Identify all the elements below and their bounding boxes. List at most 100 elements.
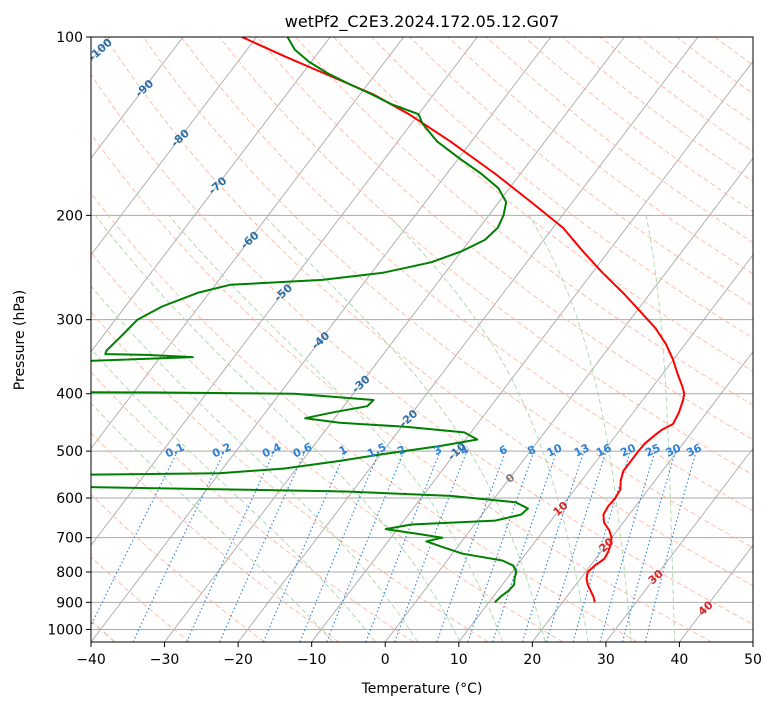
- dry-adiabat-label: -50: [272, 281, 296, 304]
- mixing-ratio-line: [394, 450, 468, 642]
- dry-adiabat-line: [91, 493, 265, 642]
- dry-adiabat-label: 30: [646, 567, 666, 587]
- isotherm-line: [752, 641, 753, 642]
- mixing-ratio-label: 36: [684, 441, 704, 459]
- axes: −40 −30 −20 −10 0 10 20 30 40 5010020030040050060…: [47, 30, 762, 668]
- dry-adiabat-line: [714, 37, 753, 66]
- x-tick-label: 10: [450, 652, 468, 668]
- dry-adiabat-line: [333, 37, 753, 372]
- chart-title: wetPf2_C2E3.2024.172.05.12.G07: [285, 12, 559, 32]
- isotherm-line: [679, 544, 753, 642]
- mixing-ratio-line: [546, 450, 607, 642]
- isotherm-line: [531, 350, 753, 642]
- dry-adiabat-line: [91, 311, 489, 642]
- isotherm-line: [91, 37, 552, 642]
- mixing-ratio-line: [326, 450, 405, 642]
- background-lines: [91, 37, 753, 642]
- y-tick-label: 100: [56, 30, 83, 46]
- dry-adiabat-label: -10: [445, 440, 469, 463]
- x-tick-label: 50: [744, 652, 762, 668]
- isotherm-line: [311, 60, 753, 642]
- moist-adiabat-line: [528, 215, 632, 642]
- moist-adiabat-line: [388, 214, 589, 642]
- isotherm-line: [91, 37, 184, 159]
- dry-adiabat-label: -30: [349, 372, 373, 395]
- temperature-profile: [241, 37, 686, 603]
- y-tick-label: 1000: [47, 622, 83, 638]
- dry-adiabat-line: [752, 37, 753, 38]
- dry-adiabat-line: [91, 133, 713, 642]
- isotherm-line: [91, 37, 405, 450]
- mixing-ratio-label: 25: [643, 441, 662, 459]
- mixing-ratio-line: [132, 450, 225, 642]
- isotherm-line: [164, 37, 625, 642]
- mixing-ratio-line: [622, 450, 677, 642]
- moist-adiabat-line: [168, 214, 504, 642]
- y-tick-label: 300: [56, 313, 83, 329]
- dry-adiabat-label: -70: [206, 174, 230, 197]
- x-tick-label: 20: [523, 652, 541, 668]
- profile-lines: [91, 37, 686, 604]
- dry-adiabat-line: [91, 432, 340, 642]
- isotherm-line: [458, 254, 753, 642]
- isotherm-line: [91, 37, 257, 256]
- isotherm-line: [91, 37, 331, 353]
- moist-adiabat-line: [91, 402, 334, 642]
- mixing-ratio-label: 6: [497, 443, 510, 458]
- dry-adiabat-line: [523, 37, 753, 213]
- mixing-ratio-label: 0.6: [291, 440, 314, 460]
- dry-adiabat-label: -100: [86, 36, 115, 64]
- mixing-ratio-label: 30: [664, 441, 684, 459]
- mixing-ratio-line: [467, 450, 535, 642]
- dewpoint-profile: [91, 391, 529, 604]
- mixing-ratio-label: 8: [526, 443, 538, 458]
- moist-adiabat-line: [91, 348, 376, 642]
- y-tick-label: 400: [56, 387, 83, 403]
- dry-adiabat-line: [142, 37, 753, 549]
- dry-adiabat-label: -90: [133, 77, 157, 100]
- dry-adiabat-label: 40: [696, 598, 716, 618]
- dry-adiabat-line: [447, 37, 753, 275]
- moist-adiabat-line: [645, 215, 676, 642]
- mixing-ratio-label: 20: [618, 441, 638, 459]
- dry-adiabat-line: [91, 556, 191, 642]
- isotherm-line: [605, 447, 753, 642]
- isotherm-line: [91, 37, 478, 546]
- mixing-ratio-line: [521, 450, 585, 642]
- mixing-ratio-label: 13: [572, 441, 591, 459]
- dry-adiabat-line: [409, 37, 753, 307]
- dry-adiabat-line: [180, 37, 753, 512]
- x-tick-label: 30: [597, 652, 615, 668]
- y-tick-label: 800: [56, 565, 83, 581]
- y-tick-label: 700: [56, 531, 83, 547]
- dry-adiabat-line: [371, 37, 753, 339]
- y-axis-label: Pressure (hPa): [12, 290, 28, 390]
- dry-adiabat-line: [91, 251, 563, 642]
- mixing-ratio-line: [365, 450, 441, 642]
- y-tick-label: 500: [56, 444, 83, 460]
- mixing-ratio-line: [299, 450, 380, 642]
- y-tick-label: 600: [56, 491, 83, 507]
- moist-adiabat-line: [94, 214, 461, 642]
- mixing-ratio-line: [262, 450, 347, 642]
- dry-adiabat-line: [91, 73, 753, 625]
- y-tick-label: 900: [56, 595, 83, 611]
- dry-adiabat-line: [638, 37, 753, 124]
- isotherm-line: [384, 157, 753, 642]
- dry-adiabat-line: [91, 192, 638, 642]
- dewpoint-profile-upper: [91, 37, 508, 362]
- isotherm-line: [237, 37, 699, 642]
- mixing-ratio-label: 0.1: [163, 440, 186, 460]
- dry-adiabat-line: [561, 37, 753, 183]
- x-axis-label: Temperature (°C): [361, 681, 483, 697]
- mixing-ratio-label: 1.5: [365, 440, 388, 460]
- mixing-ratio-line: [91, 450, 179, 627]
- dry-adiabat-line: [295, 37, 753, 406]
- dry-adiabat-line: [91, 371, 414, 642]
- mixing-ratio-line: [644, 450, 697, 642]
- x-tick-label: 40: [671, 652, 689, 668]
- dry-adiabat-label: -60: [238, 229, 262, 252]
- mixing-ratio-label: 0.2: [210, 440, 233, 460]
